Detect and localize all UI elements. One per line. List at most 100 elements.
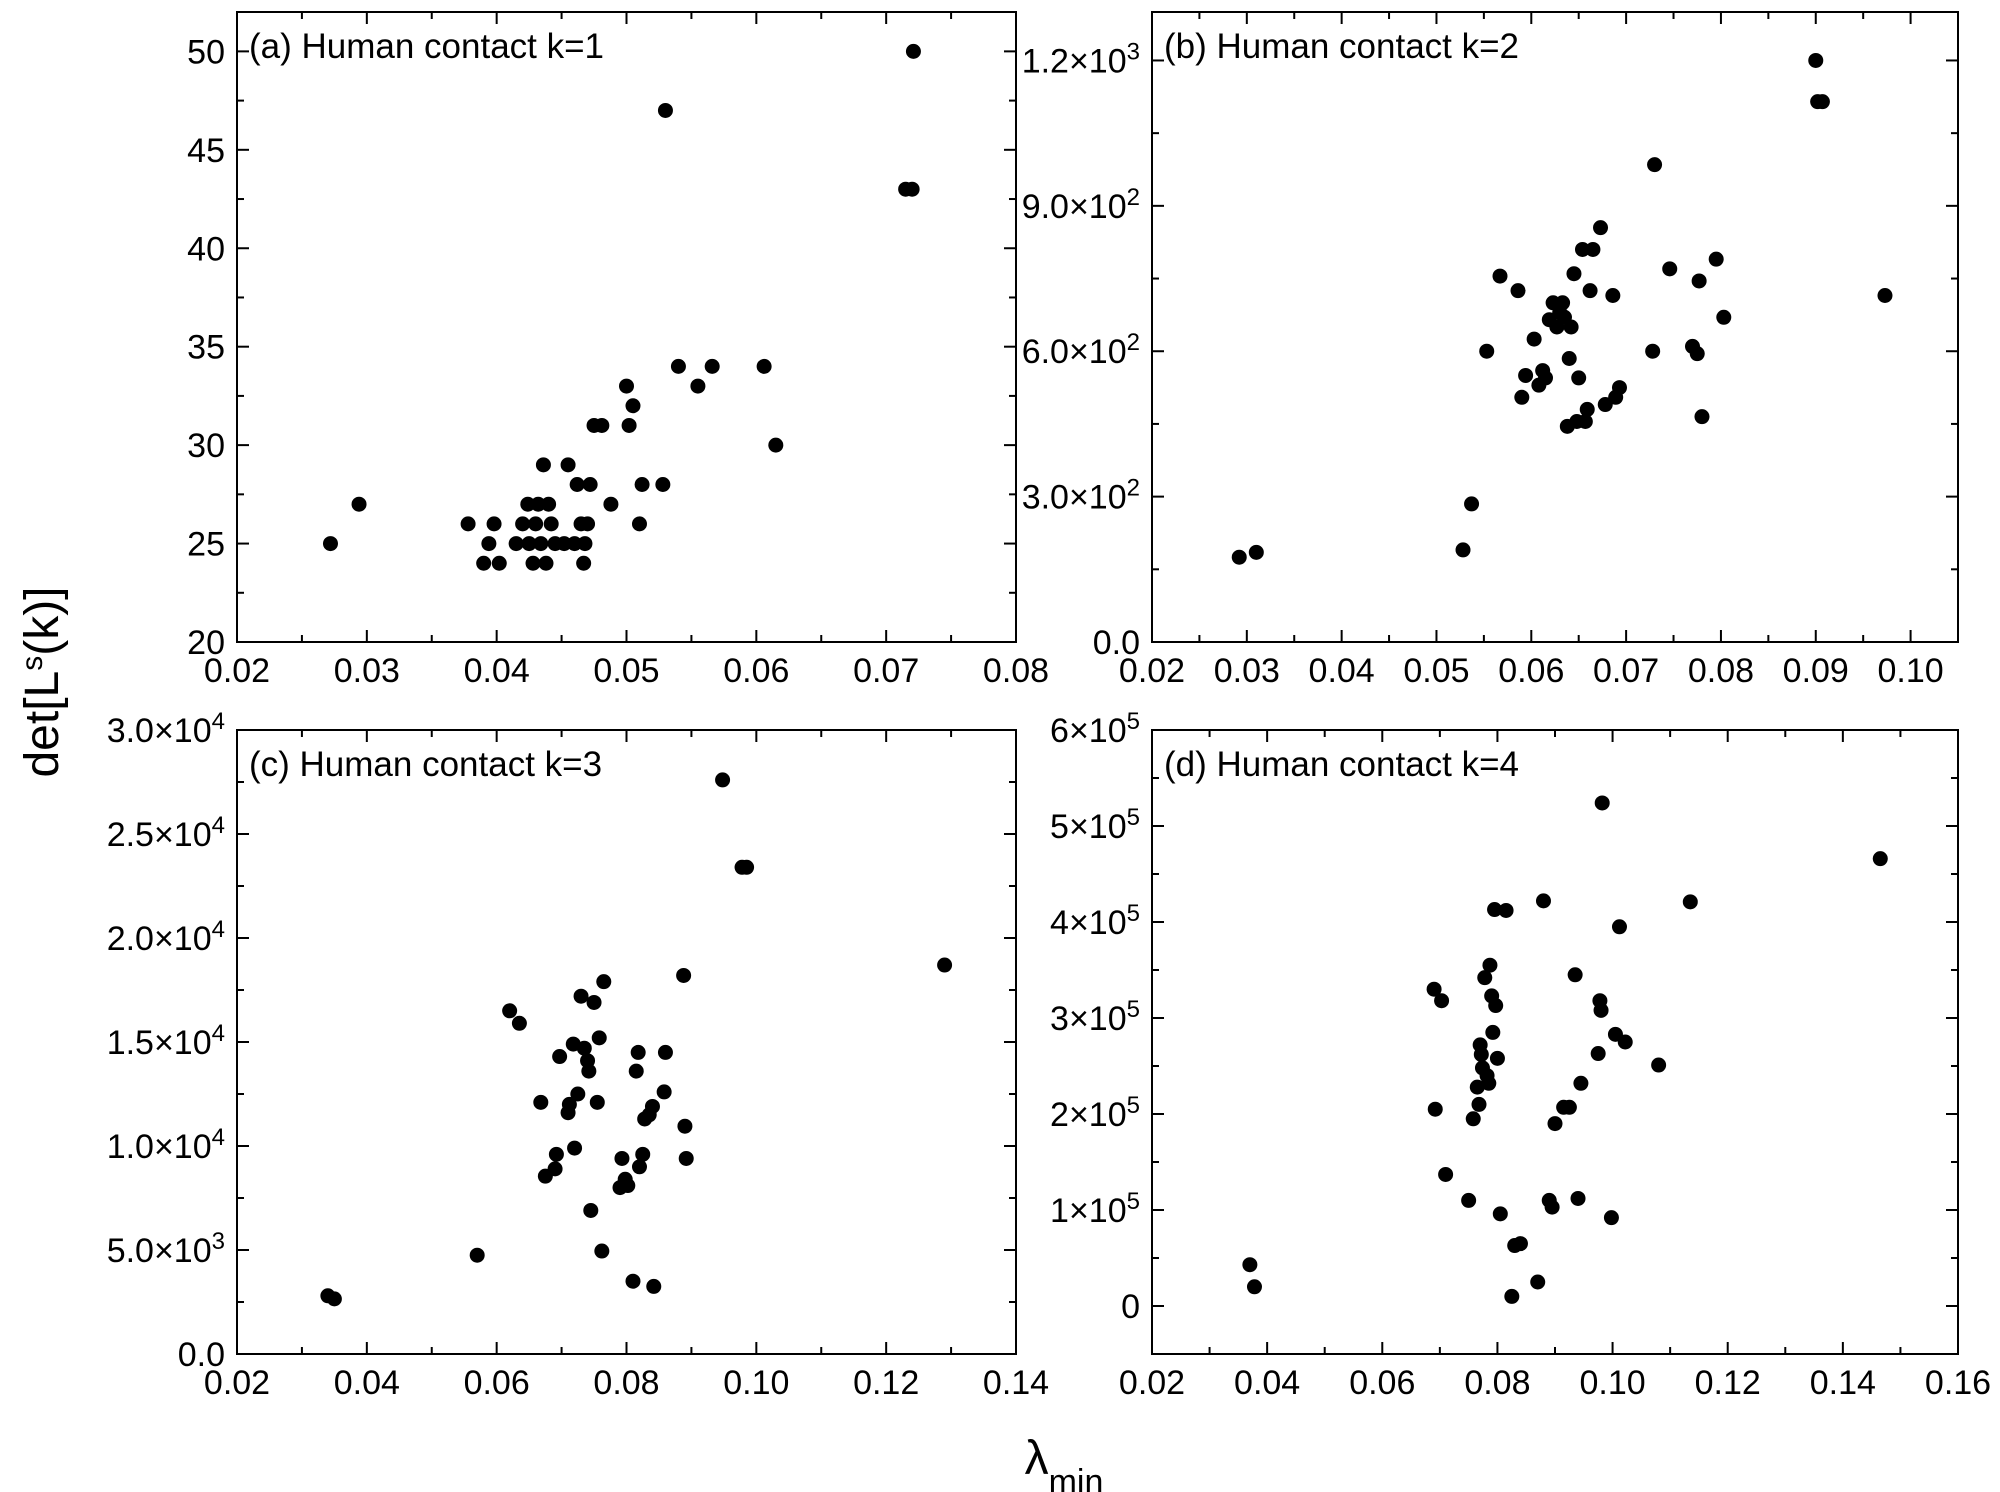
y-tick-label: 6×105 [1050,708,1140,751]
data-point [511,1015,527,1031]
data-point [620,1178,636,1194]
data-point [1708,251,1724,267]
panel-label: (d) Human contact k=4 [1164,745,1519,784]
x-tick-label: 0.02 [1119,652,1185,690]
data-point [1645,343,1661,359]
y-tick-label: 0 [1121,1288,1140,1326]
data-point [625,398,641,414]
data-point [656,1084,672,1100]
y-tick-label: 1.2×103 [1022,38,1140,81]
data-point [547,1161,563,1177]
data-point [502,1003,518,1019]
data-point [541,496,557,512]
data-point [582,477,598,492]
data-point [567,536,583,552]
data-point [635,1146,651,1162]
panel-c: 0.02 0.04 0.06 0.08 0.10 0.12 0.14 0.0 5.0×103 1.… [107,708,1049,1403]
panel-label: (c) Human contact k=3 [249,745,602,784]
data-point [1662,261,1678,277]
data-point [1434,993,1450,1009]
data-point [1808,52,1824,68]
data-point [1464,496,1480,512]
data-point [530,496,546,512]
data-point [1489,1050,1505,1066]
data-point [561,1096,577,1112]
y-tick-label: 5×105 [1050,804,1140,847]
data-point [1577,414,1593,429]
x-tick-label: 0.07 [1593,652,1659,690]
data-point [630,1044,646,1060]
data-point [491,555,507,571]
data-point [591,1030,607,1046]
data-point [1567,967,1583,983]
data-point [520,496,536,512]
x-axis-title-subscript: min [1049,1463,1104,1492]
x-tick-label: 0.08 [593,1364,659,1402]
data-point [1716,309,1732,325]
x-tick-label: 0.10 [723,1364,789,1402]
data-point [676,967,692,983]
data-point [533,536,549,552]
data-point [577,536,593,552]
x-tick-label: 0.02 [1119,1364,1185,1402]
data-point [1427,1101,1443,1117]
data-point [1242,1257,1258,1273]
data-point [326,1291,342,1307]
data-point [548,1146,564,1162]
data-point [1465,1111,1481,1127]
x-tick-label: 0.14 [1810,1364,1876,1402]
data-point [481,536,497,552]
data-point [1814,94,1830,110]
data-point [1594,795,1610,811]
y-tick-label: 1.5×104 [107,1020,225,1063]
x-tick-label: 0.02 [204,1364,270,1402]
data-point [1590,1046,1606,1062]
panel-label: (a) Human contact k=1 [249,27,604,66]
data-point [1498,902,1514,918]
x-tick-label: 0.06 [464,1364,530,1402]
data-point [535,457,551,473]
y-tick-label: 1.0×104 [107,1124,225,1167]
data-point [657,1044,673,1060]
panel-d: 0.02 0.04 0.06 0.08 0.10 0.12 0.14 0.16 0 1×105 2×… [1050,708,1991,1403]
data-point [1482,957,1498,973]
x-tick-label: 0.05 [593,652,659,690]
x-tick-label: 0.08 [1464,1364,1530,1402]
data-point [460,516,476,532]
data-point [1469,1079,1485,1095]
data-point [1555,295,1571,311]
y-tick-label: 4×105 [1050,900,1140,943]
data-point [586,994,602,1010]
data-point [486,516,502,532]
data-point [576,555,592,571]
data-point [1570,1190,1586,1206]
data-point [521,536,537,552]
x-tick-label: 0.04 [464,652,530,690]
y-tick-label: 5.0×103 [107,1228,225,1271]
data-point [739,859,755,875]
data-point [1492,268,1508,284]
data-point [1455,542,1471,558]
data-point [508,536,524,552]
data-point [1573,1075,1589,1091]
data-point [1877,288,1893,303]
y-tick-label: 2.5×104 [107,812,225,855]
data-point [1530,1274,1546,1290]
data-point [1579,401,1595,417]
data-point [351,496,367,512]
data-point [1582,283,1598,299]
y-axis-title-superscript: s [16,656,49,671]
data-point [655,477,671,492]
data-point [657,102,673,118]
x-tick-label: 0.06 [723,652,789,690]
data-point [525,555,541,571]
data-point [1538,370,1554,386]
data-point [1231,549,1247,565]
data-point [576,1040,592,1056]
data-point [1574,241,1590,257]
data-point [1504,1288,1520,1304]
x-tick-label: 0.07 [853,652,919,690]
x-tick-label: 0.08 [1688,652,1754,690]
y-tick-label: 25 [187,526,225,564]
